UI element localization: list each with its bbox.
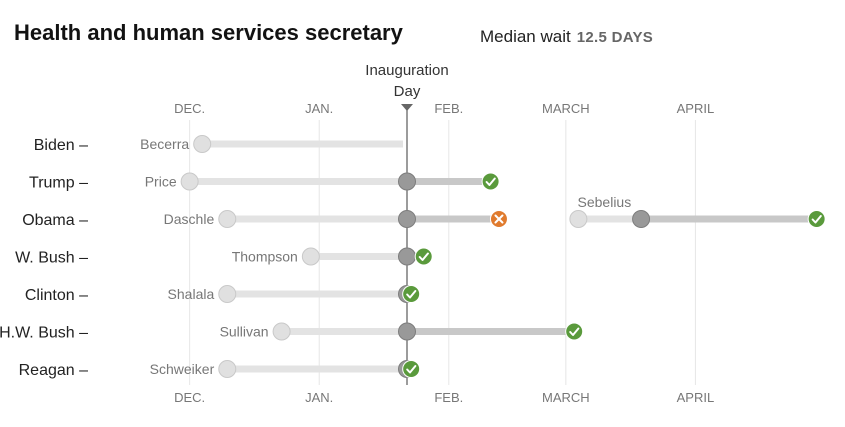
- x-icon: [494, 214, 504, 224]
- axis-tick-top: JAN.: [305, 101, 333, 116]
- president-label: W. Bush –: [15, 250, 88, 267]
- confirmed-marker: [807, 210, 826, 228]
- announced-dot: [218, 210, 237, 228]
- axis-tick-top: APRIL: [677, 101, 715, 116]
- nominee-label: Sullivan: [220, 324, 269, 340]
- median-wait-label: Median wait: [480, 27, 571, 46]
- president-label: Obama –: [22, 212, 88, 229]
- nominee-label: Daschle: [164, 211, 215, 227]
- announced-dot: [569, 210, 588, 228]
- president-label: Trump –: [29, 175, 88, 192]
- confirmed-marker: [402, 285, 421, 303]
- announced-dot: [193, 135, 212, 153]
- confirmed-dot: [481, 172, 500, 191]
- wait-bar: [407, 178, 491, 185]
- annotation-line: Day: [394, 83, 421, 100]
- confirmed-dot: [807, 210, 826, 228]
- announce-track: [189, 178, 407, 185]
- nominee-label: Thompson: [232, 249, 298, 265]
- axis-tick-bottom: FEB.: [434, 390, 463, 405]
- median-wait-value: 12.5 DAYS: [576, 29, 654, 46]
- president-label: H.W. Bush –: [0, 325, 88, 342]
- axis-tick-top: FEB.: [434, 101, 463, 116]
- inauguration-dot: [398, 247, 416, 266]
- confirmed-marker: [414, 247, 433, 266]
- check-icon: [406, 365, 417, 374]
- check-icon: [811, 215, 822, 224]
- confirmed-marker: [481, 172, 500, 191]
- announce-track: [578, 215, 642, 223]
- axis-tick-top: MARCH: [542, 101, 590, 116]
- annotation-line: Inauguration: [365, 62, 448, 79]
- axis-tick-bottom: APRIL: [677, 390, 715, 405]
- axis-tick-top: DEC.: [174, 101, 205, 116]
- announced-dot: [180, 172, 199, 191]
- inauguration-dot: [398, 172, 416, 191]
- check-icon: [485, 177, 496, 186]
- confirmed-dot: [402, 360, 421, 378]
- check-icon: [406, 290, 417, 299]
- axis-tick-bottom: DEC.: [174, 390, 205, 405]
- wait-bar: [641, 215, 817, 223]
- confirmed-dot: [565, 322, 584, 341]
- nominee-label: Becerra: [140, 136, 189, 152]
- inauguration-dot: [398, 322, 416, 341]
- president-label: Biden –: [34, 137, 88, 154]
- chart-title: Health and human services secretary: [14, 20, 403, 45]
- announced-dot: [218, 360, 237, 378]
- wait-bar: [407, 328, 575, 335]
- axis-tick-bottom: MARCH: [542, 390, 590, 405]
- chart-header: Health and human services secretary: [14, 20, 403, 46]
- announced-dot: [301, 247, 320, 266]
- president-label: Reagan –: [19, 362, 88, 379]
- announce-track: [310, 253, 407, 260]
- inauguration-dot: [398, 210, 416, 228]
- check-icon: [569, 327, 580, 336]
- confirmed-marker: [565, 322, 584, 341]
- announce-track: [227, 290, 407, 298]
- check-icon: [418, 252, 429, 261]
- wait-bar: [407, 215, 499, 223]
- axis-tick-bottom: JAN.: [305, 390, 333, 405]
- announced-dot: [218, 285, 237, 303]
- confirmed-marker: [402, 360, 421, 378]
- announce-track: [227, 365, 407, 373]
- announce-track: [281, 328, 407, 335]
- announce-track: [227, 215, 407, 223]
- announced-dot: [272, 322, 291, 341]
- confirmed-dot: [402, 285, 421, 303]
- president-label: Clinton –: [25, 287, 88, 304]
- nominee-label: Sebelius: [578, 194, 632, 210]
- inauguration-dot: [632, 210, 651, 228]
- nominee-label: Shalala: [168, 286, 215, 302]
- median-wait: Median wait 12.5 DAYS: [480, 27, 653, 47]
- nominee-label: Schweiker: [150, 361, 215, 377]
- confirmed-dot: [414, 247, 433, 266]
- withdrawn-marker: [489, 210, 508, 228]
- inauguration-marker: [401, 104, 413, 111]
- announce-track: [202, 140, 403, 148]
- nominee-label: Price: [145, 174, 177, 190]
